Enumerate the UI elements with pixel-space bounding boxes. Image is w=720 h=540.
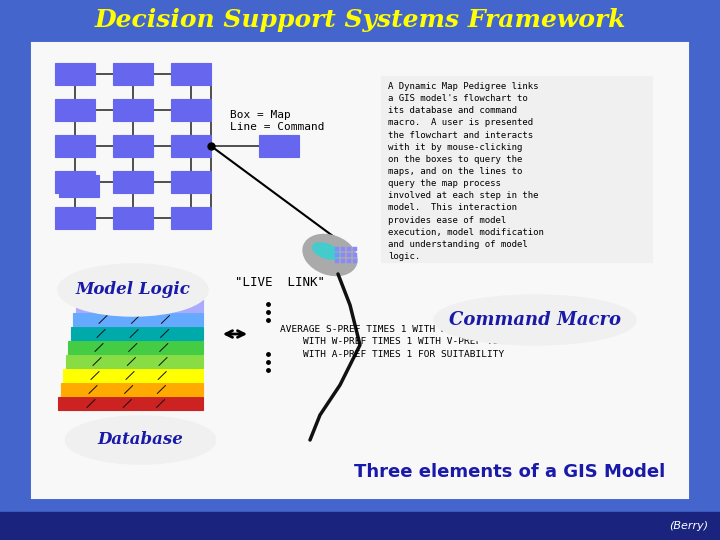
Bar [58, 397, 203, 410]
Text: Model Logic: Model Logic [76, 281, 190, 299]
Bar [259, 135, 299, 157]
Bar [113, 135, 153, 157]
Bar [382, 77, 652, 262]
Bar [347, 259, 351, 263]
Bar [335, 259, 339, 263]
Ellipse shape [59, 265, 207, 315]
Bar [171, 135, 211, 157]
Bar [171, 207, 211, 229]
Bar [63, 369, 203, 382]
Bar [347, 247, 351, 251]
Bar [353, 253, 357, 257]
Bar [335, 253, 339, 257]
Text: (Berry): (Berry) [669, 521, 708, 531]
Bar [73, 313, 203, 326]
Bar [76, 299, 203, 312]
Bar [113, 207, 153, 229]
Bar [113, 99, 153, 121]
Text: Database: Database [98, 431, 184, 449]
Bar [55, 135, 95, 157]
Bar [55, 63, 95, 85]
Bar [55, 99, 95, 121]
Bar [113, 63, 153, 85]
Bar [335, 247, 339, 251]
Bar [341, 247, 345, 251]
Bar [59, 175, 99, 197]
Bar [55, 171, 95, 193]
Bar [66, 355, 203, 368]
Text: "LIVE  LINK": "LIVE LINK" [235, 275, 325, 288]
Bar [353, 247, 357, 251]
Bar [71, 327, 203, 340]
Bar [171, 99, 211, 121]
Ellipse shape [312, 243, 339, 259]
Bar [68, 341, 203, 354]
Text: A Dynamic Map Pedigree links
a GIS model's flowchart to
its database and command: A Dynamic Map Pedigree links a GIS model… [388, 82, 544, 261]
Bar [55, 207, 95, 229]
Text: AVERAGE S-PREF TIMES 1 WITH R-PREF TIMES 1 \: AVERAGE S-PREF TIMES 1 WITH R-PREF TIMES… [280, 324, 533, 333]
Bar [113, 171, 153, 193]
Bar [353, 259, 357, 263]
Ellipse shape [435, 296, 635, 344]
Text: Three elements of a GIS Model: Three elements of a GIS Model [354, 463, 665, 481]
Bar [32, 43, 688, 498]
Bar [171, 63, 211, 85]
Bar [0, 512, 720, 540]
Text: WITH A-PREF TIMES 1 FOR SUITABILITY: WITH A-PREF TIMES 1 FOR SUITABILITY [280, 350, 504, 359]
Bar [341, 253, 345, 257]
Bar [60, 383, 203, 396]
Ellipse shape [303, 235, 356, 275]
Text: Decision Support Systems Framework: Decision Support Systems Framework [94, 8, 626, 32]
Text: WITH W-PREF TIMES 1 WITH V-PREF TIMES 1 \: WITH W-PREF TIMES 1 WITH V-PREF TIMES 1 … [280, 337, 539, 346]
Ellipse shape [66, 417, 215, 463]
Text: Command Macro: Command Macro [449, 311, 621, 329]
Bar [341, 259, 345, 263]
Text: Box = Map
Line = Command: Box = Map Line = Command [230, 110, 325, 132]
Bar [171, 171, 211, 193]
Bar [347, 253, 351, 257]
